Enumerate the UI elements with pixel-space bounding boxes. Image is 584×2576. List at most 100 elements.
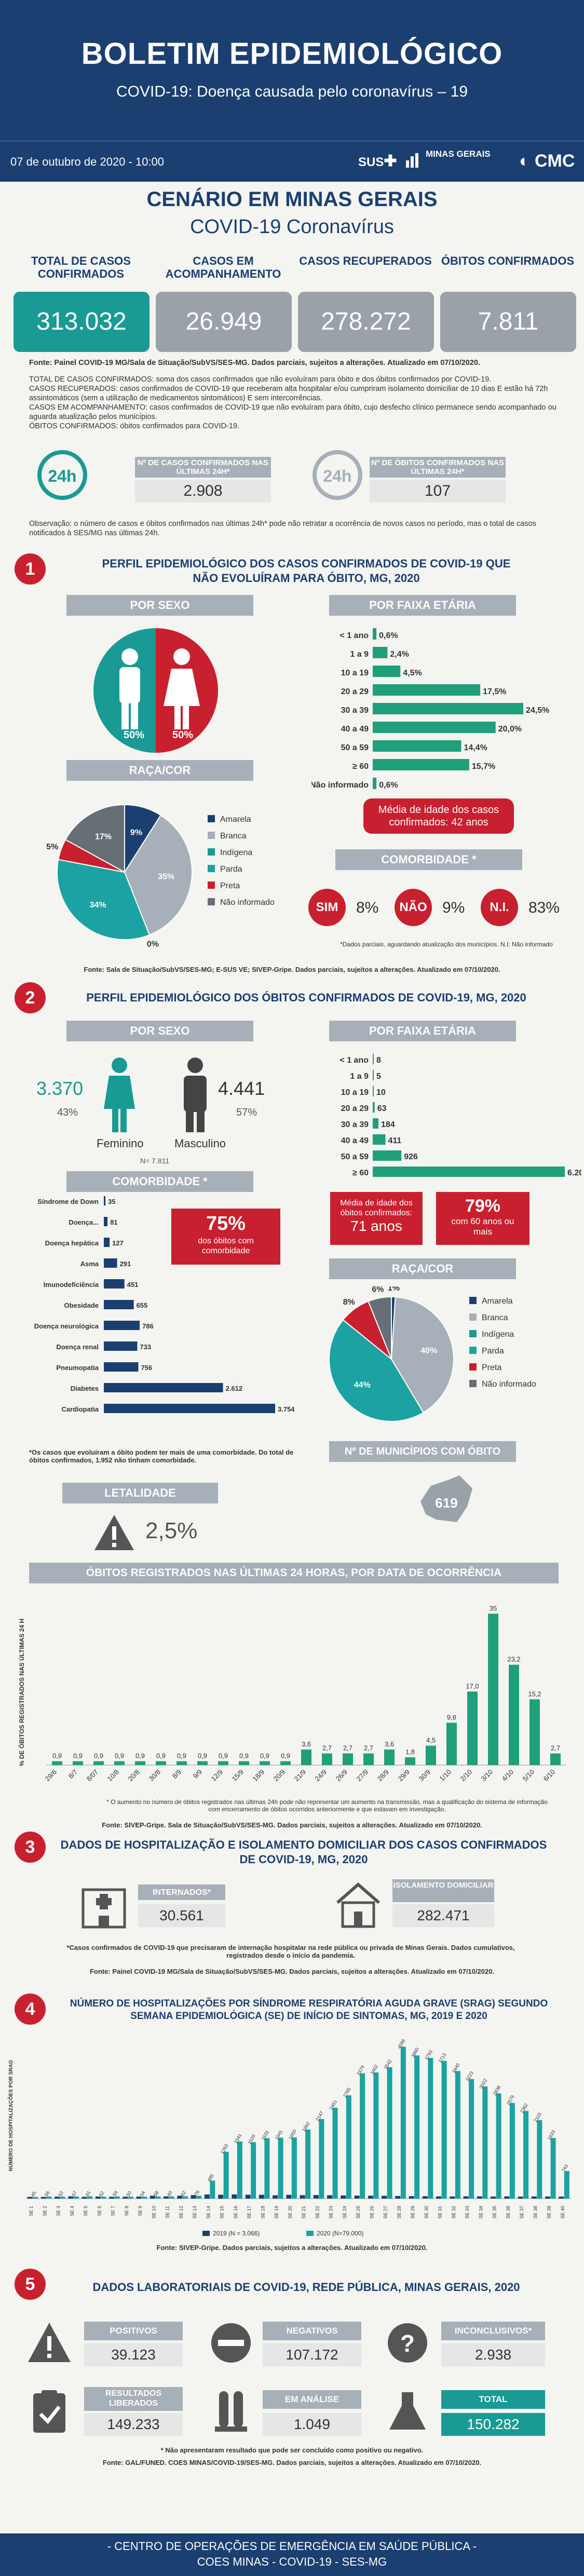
slice-label: 17% [95,833,112,842]
bar [455,2071,460,2199]
tick-label: SE 8 [124,2206,129,2216]
bar [259,2194,264,2199]
comorb-note: *Os casos que evoluíram a óbito podem te… [29,1448,294,1464]
comorb-pct: 75% [206,1213,246,1235]
tick-label: SE 3 [56,2206,61,2216]
section-title: PERFIL EPIDEMIOLÓGICO DOS ÓBITOS CONFIRM… [86,991,526,1004]
data-label: 63 [377,1104,387,1113]
data-label: 0,9 [177,1752,186,1760]
data-label: 52 [57,2190,64,2198]
slice-label: 6% [372,1286,384,1294]
data-label: 127 [112,1239,124,1247]
section-title: DADOS DE HOSPITALIZAÇÃO E ISOLAMENTO DOM… [60,1838,547,1866]
data-label: 35 [490,1604,497,1612]
municipalities-count: 619 [435,1495,457,1511]
data-label: 23,2 [507,1656,520,1663]
bulletin-title: BOLETIM EPIDEMIOLÓGICO [81,37,503,71]
tick-label: SE 1 [29,2206,34,2216]
bar [313,2195,319,2199]
tick-label: 2/10 [459,1768,474,1783]
bar [467,1691,478,1765]
data-label: 0,9 [219,1752,228,1760]
bar [414,2055,420,2199]
data-label: 0,9 [52,1752,62,1760]
warning-icon [94,1515,134,1550]
data-label: 60 [166,2190,173,2197]
data-label: 58 [153,2190,160,2198]
bar [441,2060,447,2199]
data-label: 20,0% [498,725,522,734]
data-label: 45 [30,2190,37,2198]
clock-24h-icon: 24h [313,450,362,500]
definition-total: TOTAL DE CASOS CONFIRMADOS: soma dos cas… [29,375,492,384]
legend-swatch [208,848,215,856]
bar [218,2194,224,2199]
bar [52,1761,62,1765]
bar [260,1761,270,1765]
bar [156,1761,166,1765]
bar [109,2197,115,2199]
data-label: 0,6% [379,781,398,790]
bar [204,2194,210,2199]
slice-label: 0% [147,940,159,949]
pie-slice [64,804,125,873]
bar [523,2111,529,2199]
data-label: 6.204 [567,1169,581,1177]
kpi-value-total: 313.032 [13,292,150,352]
male-deaths: 4.441 [218,1078,265,1099]
bar [327,2195,333,2199]
age-chart-deaths: < 1 ano 8 1 a 9 5 10 a 19 10 20 a 29 63 30 a 39 1… [339,1054,581,1177]
clock-24h-text: 24h [48,467,76,485]
category-label: Cardiopatia [61,1405,99,1413]
lab-total-label: TOTAL [441,2390,545,2409]
tick-label: SE 26 [369,2206,374,2219]
comorb-note: *Dados parciais, aguardando atualização … [340,941,553,948]
data-label: 3.754 [278,1405,295,1413]
bar [559,2197,564,2199]
tick-label: SE 32 [451,2206,456,2219]
comorb-yes-badge: SIM [308,889,346,926]
hospitalization-note: *Casos confirmados de COVID-19 que preci… [66,1944,515,1959]
legend-label: 2020 (N=79.000) [317,2230,363,2237]
hospitalized-label: INTERNADOS* [138,1884,225,1900]
bar [104,1404,275,1413]
new-cases-label: Nº DE CASOS CONFIRMADOS NAS ÚLTIMAS 24H* [135,457,271,478]
tick-label: SE 19 [274,2206,279,2219]
bar [373,1134,386,1145]
bar [319,2119,324,2199]
tick-label: 28/9 [376,1768,391,1783]
legend-label: Branca [482,1313,508,1322]
age-tag: POR FAIXA ETÁRIA [329,1021,516,1041]
data-label: 52 [98,2190,105,2198]
tick-label: SE 2 [42,2206,47,2216]
category-label: 50 a 59 [341,743,369,752]
bar [150,2195,155,2199]
data-label: 15,7% [472,762,495,771]
tick-label: 3/10 [480,1768,495,1783]
section-source: Fonte: SIVEP-Gripe. Dados parciais, suje… [156,2244,428,2252]
category-label: ≥ 60 [352,1169,369,1177]
tick-label: SE 11 [165,2206,170,2218]
bar [504,2196,510,2199]
bar [27,2197,33,2199]
bar [251,2142,256,2199]
bar [373,1167,565,1177]
over60-pct: 79% [465,1196,501,1216]
no-entry-icon [211,2323,251,2363]
bar [368,2195,373,2199]
category-label: < 1 ano [339,631,369,640]
section-number: 2 [15,982,46,1013]
data-label: 3,6 [302,1740,311,1748]
tick-label: SE 22 [315,2206,320,2219]
data-label: 62 [180,2190,187,2197]
lab-note: * Não apresentaram resultado que pode se… [160,2446,424,2454]
legend-swatch [469,1297,477,1304]
pie-slice [390,1296,454,1414]
legend-swatch [306,2231,314,2236]
bar [305,2130,311,2199]
bar [373,2072,379,2199]
category-label: Doença hepática [45,1239,99,1247]
female-icon [104,1057,135,1132]
category-label: Imunodeficiência [44,1281,99,1289]
bar [373,1070,374,1080]
